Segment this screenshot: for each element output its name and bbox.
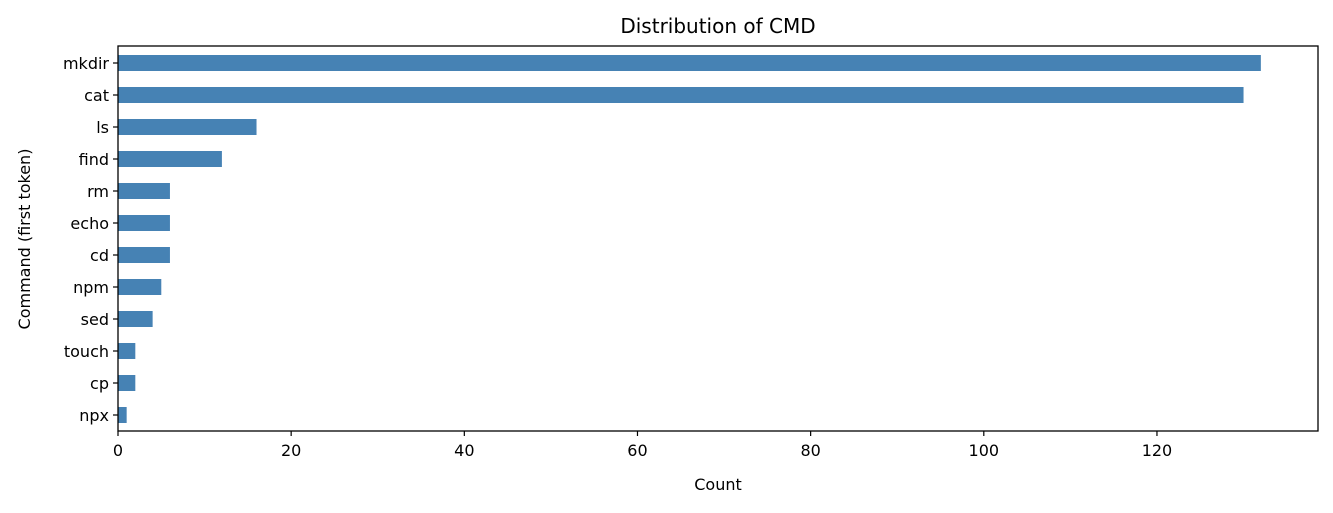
y-tick-label: cd <box>90 246 109 265</box>
y-tick-label: npm <box>73 278 109 297</box>
chart-title: Distribution of CMD <box>620 14 815 38</box>
bar-sed <box>118 311 153 327</box>
y-tick-label: cat <box>84 86 109 105</box>
bar-cp <box>118 375 136 391</box>
bar-rm <box>118 183 170 199</box>
y-tick-label: touch <box>64 342 109 361</box>
bar-cat <box>118 87 1244 103</box>
bar-npx <box>118 407 127 423</box>
bars-layer <box>118 55 1261 423</box>
y-tick-label: mkdir <box>63 54 109 73</box>
x-tick-label: 60 <box>627 441 647 460</box>
x-tick-label: 100 <box>969 441 1000 460</box>
x-tick-label: 20 <box>281 441 301 460</box>
bar-find <box>118 151 222 167</box>
y-tick-label: rm <box>87 182 109 201</box>
x-tick-label: 0 <box>113 441 123 460</box>
x-tick-label: 80 <box>800 441 820 460</box>
y-axis-ticks: mkdir cat ls find rm echo cd npm sed touch cp npx <box>63 54 118 425</box>
bar-mkdir <box>118 55 1261 71</box>
y-tick-label: cp <box>90 374 109 393</box>
x-axis-ticks: 0 20 40 60 80 100 120 <box>113 431 1172 460</box>
x-tick-label: 40 <box>454 441 474 460</box>
y-tick-label: npx <box>79 406 109 425</box>
y-tick-label: echo <box>70 214 109 233</box>
plot-frame <box>117 45 1319 432</box>
bar-npm <box>118 279 162 295</box>
y-tick-label: ls <box>96 118 109 137</box>
bar-ls <box>118 119 257 135</box>
bar-echo <box>118 215 170 231</box>
x-tick-label: 120 <box>1142 441 1173 460</box>
y-tick-label: find <box>79 150 109 169</box>
y-axis-label: Command (first token) <box>15 149 34 330</box>
bar-cd <box>118 247 170 263</box>
bar-touch <box>118 343 136 359</box>
y-tick-label: sed <box>81 310 109 329</box>
x-axis-label: Count <box>694 475 742 494</box>
